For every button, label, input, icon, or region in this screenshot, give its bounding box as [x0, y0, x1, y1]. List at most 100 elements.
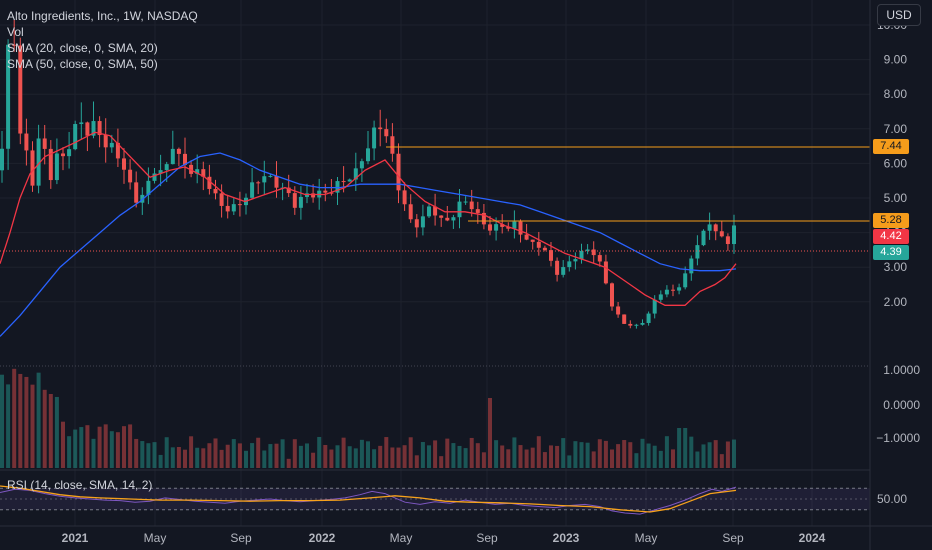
candle-body-85 — [518, 221, 523, 235]
symbol-title[interactable]: Alto Ingredients, Inc., 1W, NASDAQ — [7, 9, 198, 23]
volume-bar-0 — [0, 374, 4, 468]
candle-body-44 — [268, 175, 273, 177]
candle-body-79 — [481, 212, 486, 225]
volume-bar-91 — [555, 445, 560, 468]
time-tick-1: May — [144, 531, 167, 545]
volume-bar-108 — [658, 450, 663, 468]
time-tick-4: May — [390, 531, 413, 545]
volume-bar-58 — [353, 448, 358, 468]
price-axis[interactable]: 10.009.008.007.006.005.004.003.002.001.0… — [869, 0, 920, 550]
legend-sma20[interactable]: SMA (20, close, 0, SMA, 20) — [7, 41, 158, 55]
candle-body-63 — [384, 129, 389, 137]
candle-body-13 — [79, 122, 84, 125]
volume-bar-88 — [536, 436, 541, 468]
candle-body-76 — [463, 201, 468, 203]
horizontal-levels[interactable] — [386, 146, 870, 222]
candle-body-73 — [445, 217, 450, 221]
volume-bar-12 — [73, 429, 78, 468]
volume-bar-111 — [677, 428, 682, 468]
price-label-current-green: 4.39 — [873, 245, 909, 260]
candle-body-103 — [628, 323, 633, 326]
candle-body-111 — [677, 287, 682, 291]
candle-body-65 — [396, 153, 401, 191]
volume-bar-114 — [695, 451, 700, 468]
candle-body-28 — [170, 148, 175, 165]
candle-body-70 — [427, 206, 431, 217]
candle-body-48 — [292, 193, 297, 208]
volume-bar-27 — [164, 437, 169, 468]
candle-body-38 — [231, 204, 236, 212]
volume-bar-21 — [128, 424, 133, 468]
legend-vol[interactable]: Vol — [7, 25, 24, 39]
candle-body-30 — [183, 153, 187, 165]
candle-body-72 — [439, 215, 444, 218]
volume-bar-43 — [262, 450, 267, 468]
candle-body-93 — [567, 261, 572, 268]
candle-body-82 — [500, 224, 505, 227]
volume-bar-31 — [189, 436, 194, 468]
candle-body-106 — [646, 313, 651, 323]
volume-bar-22 — [134, 438, 139, 468]
volume-bar-4 — [24, 376, 29, 468]
volume-bars — [0, 368, 736, 468]
candle-body-118 — [719, 231, 724, 237]
volume-bar-112 — [683, 428, 688, 468]
price-tick-4: 6.00 — [884, 156, 908, 170]
volume-bar-37 — [225, 444, 230, 468]
volume-bar-60 — [366, 441, 370, 468]
candle-body-61 — [372, 127, 377, 149]
candle-body-66 — [402, 190, 407, 205]
candle-body-99 — [603, 261, 608, 284]
volume-bar-6 — [36, 372, 41, 468]
volume-bar-16 — [97, 426, 102, 468]
currency-button[interactable]: USD — [877, 4, 921, 26]
candle-body-97 — [591, 249, 596, 256]
time-tick-3: 2022 — [309, 531, 336, 545]
time-tick-9: 2024 — [799, 531, 826, 545]
volume-bar-36 — [219, 449, 224, 468]
rsi-legend[interactable]: RSI (14, close, SMA, 14, 2) — [7, 478, 153, 492]
candle-body-90 — [549, 250, 553, 261]
candle-body-1 — [6, 44, 11, 149]
volume-bar-50 — [305, 443, 309, 468]
volume-bar-28 — [170, 447, 175, 468]
candle-body-10 — [61, 153, 65, 157]
volume-bar-41 — [250, 443, 255, 468]
legend-sma50[interactable]: SMA (50, close, 0, SMA, 50) — [7, 57, 158, 71]
candle-body-9 — [54, 153, 59, 181]
volume-bar-70 — [427, 445, 431, 468]
volume-bar-118 — [719, 454, 724, 468]
volume-bar-20 — [122, 426, 126, 468]
candle-body-107 — [652, 299, 657, 314]
volume-bar-55 — [335, 445, 340, 468]
volume-bar-24 — [146, 443, 151, 468]
volume-bar-34 — [207, 443, 212, 468]
candle-body-104 — [634, 324, 639, 326]
candle-body-7 — [42, 138, 47, 149]
candle-body-113 — [689, 258, 694, 274]
candle-body-75 — [457, 201, 462, 218]
volume-bar-7 — [42, 389, 47, 468]
volume-bar-44 — [268, 444, 273, 468]
price-tick-2: 8.00 — [884, 87, 908, 101]
volume-bar-101 — [616, 444, 621, 468]
volume-bar-95 — [579, 442, 584, 468]
volume-bar-8 — [48, 393, 53, 468]
candle-body-54 — [329, 192, 334, 194]
candle-body-77 — [469, 201, 474, 210]
volume-bar-96 — [585, 442, 590, 468]
rsi-ma-line — [0, 485, 737, 513]
candle-body-78 — [475, 209, 480, 213]
candle-body-34 — [207, 176, 212, 189]
volume-bar-94 — [573, 441, 578, 468]
candle-body-41 — [250, 182, 255, 198]
volume-bar-65 — [396, 447, 401, 468]
price-label-high1: 7.44 — [873, 139, 909, 154]
time-axis[interactable]: 2021 May Sep 2022 May Sep 2023 May Sep 2024 — [62, 531, 826, 545]
time-tick-8: Sep — [722, 531, 744, 545]
volume-bar-68 — [414, 455, 419, 468]
candle-body-29 — [176, 148, 181, 154]
volume-tick-2: −1.0000 — [876, 431, 920, 445]
candle-body-109 — [664, 289, 669, 295]
